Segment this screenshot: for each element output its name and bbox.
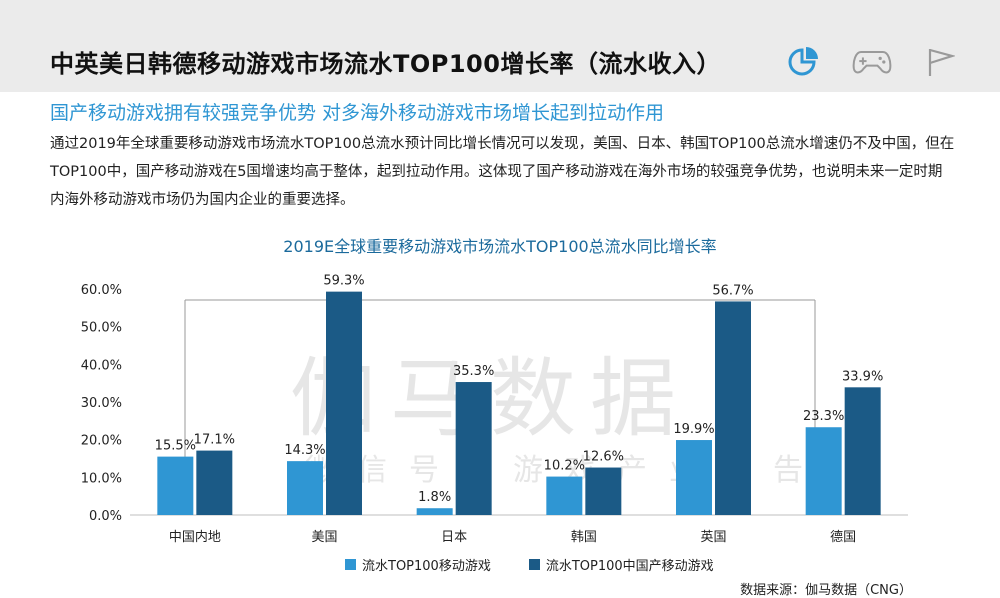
y-tick-label: 0.0% bbox=[89, 509, 122, 524]
chart-title: 2019E全球重要移动游戏市场流水TOP100总流水同比增长率 bbox=[283, 237, 717, 256]
bar-1-3 bbox=[546, 476, 583, 515]
bar-1-2 bbox=[416, 508, 453, 515]
legend-label-series1: 流水TOP100移动游戏 bbox=[362, 559, 491, 574]
bar-2-1 bbox=[326, 291, 362, 515]
x-category-label: 美国 bbox=[311, 530, 337, 545]
chart-legend: 流水TOP100移动游戏 流水TOP100中国产移动游戏 bbox=[345, 555, 714, 574]
data-label: 56.7% bbox=[712, 283, 753, 298]
data-label: 35.3% bbox=[453, 364, 494, 379]
y-tick-label: 40.0% bbox=[81, 358, 122, 373]
body-paragraph: 通过2019年全球重要移动游戏市场流水TOP100总流水预计同比增长情况可以发现… bbox=[50, 136, 955, 208]
flag-icon[interactable] bbox=[920, 42, 960, 82]
header-bar: 中英美日韩德移动游戏市场流水TOP100增长率（流水收入） bbox=[0, 0, 1000, 92]
data-label: 1.8% bbox=[418, 490, 451, 505]
bar-2-3 bbox=[585, 467, 622, 515]
x-category-label: 英国 bbox=[700, 530, 726, 545]
y-tick-label: 10.0% bbox=[81, 471, 122, 486]
data-label: 15.5% bbox=[155, 439, 196, 454]
legend-item-series2: 流水TOP100中国产移动游戏 bbox=[528, 555, 714, 574]
data-label: 23.3% bbox=[803, 409, 844, 424]
bar-2-0 bbox=[196, 450, 233, 515]
page-title: 中英美日韩德移动游戏市场流水TOP100增长率（流水收入） bbox=[50, 50, 721, 78]
bar-2-5 bbox=[844, 387, 881, 515]
legend-item-series1: 流水TOP100移动游戏 bbox=[345, 555, 491, 574]
x-category-label: 中国内地 bbox=[169, 529, 221, 545]
bar-1-0 bbox=[157, 456, 194, 515]
y-tick-label: 60.0% bbox=[81, 283, 122, 298]
data-label: 33.9% bbox=[842, 369, 883, 384]
header-icons bbox=[784, 42, 960, 82]
data-label: 59.3% bbox=[323, 274, 364, 289]
data-label: 19.9% bbox=[673, 422, 714, 437]
y-tick-label: 50.0% bbox=[81, 321, 122, 336]
x-category-label: 日本 bbox=[441, 530, 467, 545]
bar-1-5 bbox=[805, 427, 842, 515]
data-label: 10.2% bbox=[544, 459, 585, 474]
y-tick-label: 30.0% bbox=[81, 396, 122, 411]
data-label: 12.6% bbox=[583, 450, 624, 465]
x-category-label: 德国 bbox=[830, 530, 856, 545]
data-label: 14.3% bbox=[284, 443, 325, 458]
legend-label-series2: 流水TOP100中国产移动游戏 bbox=[545, 559, 714, 574]
pie-chart-icon[interactable] bbox=[784, 42, 824, 82]
legend-swatch-series2 bbox=[528, 559, 540, 570]
y-tick-label: 20.0% bbox=[81, 434, 122, 449]
bar-2-4 bbox=[715, 301, 751, 515]
bar-1-1 bbox=[287, 461, 323, 515]
x-category-label: 韩国 bbox=[571, 530, 597, 545]
data-label: 17.1% bbox=[194, 433, 235, 448]
source-note: 数据来源：伽马数据（CNG） bbox=[740, 583, 912, 598]
section-subtitle: 国产移动游戏拥有较强竞争优势 对多海外移动游戏市场增长起到拉动作用 bbox=[50, 102, 665, 124]
bar-1-4 bbox=[676, 440, 712, 515]
gamepad-icon[interactable] bbox=[852, 42, 892, 82]
bar-2-2 bbox=[455, 382, 492, 515]
legend-swatch-series1 bbox=[345, 559, 356, 570]
